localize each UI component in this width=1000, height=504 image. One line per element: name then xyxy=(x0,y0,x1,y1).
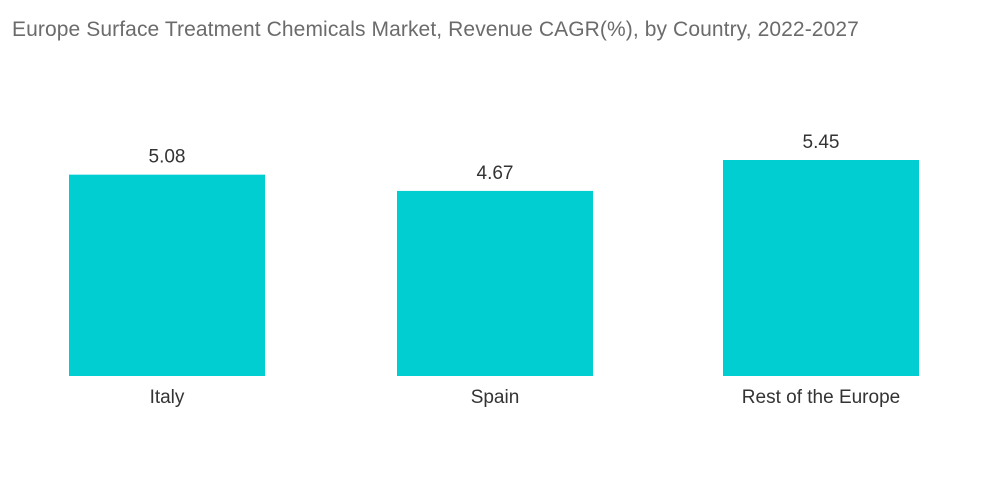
chart-title: Europe Surface Treatment Chemicals Marke… xyxy=(12,18,859,41)
bar-rest-of-the-europe xyxy=(723,160,919,376)
value-label-italy: 5.08 xyxy=(149,147,186,168)
value-label-rest-of-the-europe: 5.45 xyxy=(803,132,840,153)
x-tick-label-spain: Spain xyxy=(471,387,520,408)
bar-italy xyxy=(69,174,265,376)
x-tick-label-rest-of-the-europe: Rest of the Europe xyxy=(742,387,900,408)
bar-spain xyxy=(397,190,593,376)
value-label-spain: 4.67 xyxy=(477,163,514,184)
x-tick-label-italy: Italy xyxy=(150,387,185,408)
